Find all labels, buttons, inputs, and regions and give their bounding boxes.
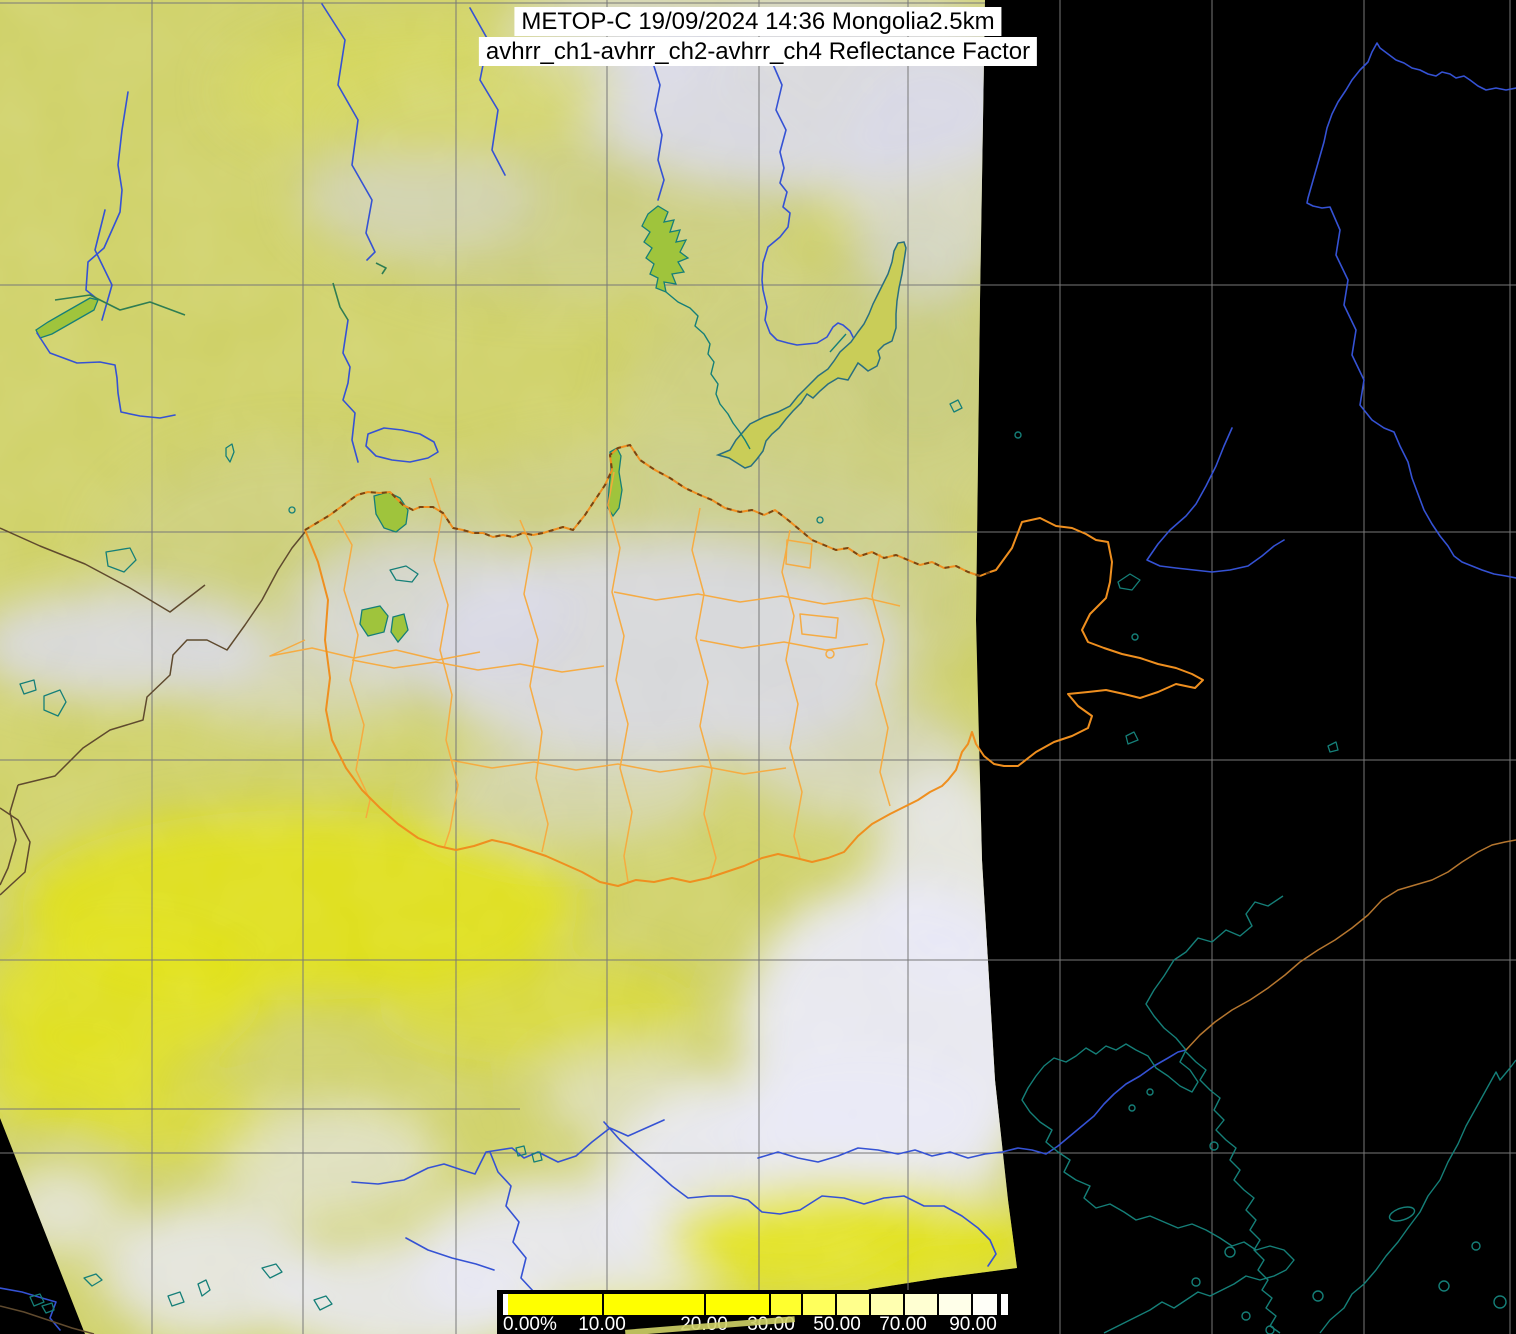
lake-baikal	[715, 241, 907, 469]
green-rivers	[54, 262, 387, 321]
lake-small-west-1	[359, 605, 389, 637]
jeju-island	[1388, 1206, 1416, 1222]
lake-small-west-2	[390, 613, 409, 644]
angara-river	[665, 291, 751, 450]
border-china-northkorea	[1185, 839, 1516, 1051]
onon-river	[1146, 427, 1285, 573]
legend-tick-label: 10.00	[578, 1314, 626, 1334]
amur-river	[1306, 42, 1516, 579]
legend-tick-label: 90.00	[949, 1314, 997, 1334]
legend-colorbar	[503, 1294, 1008, 1315]
legend-tick-label: 50.00	[813, 1314, 861, 1334]
mongolia-province-borders	[269, 471, 901, 883]
legend-color-segment	[905, 1294, 937, 1315]
lakes	[35, 205, 907, 644]
korea-east-coast	[1319, 1059, 1516, 1334]
bratsk-reservoir	[641, 205, 690, 294]
image-title: METOP-C 19/09/2024 14:36 Mongolia2.5km	[514, 7, 1002, 36]
legend-tick-label: 0.00%	[503, 1314, 557, 1334]
legend-color-segment	[771, 1294, 801, 1315]
image-subtitle: avhrr_ch1-avhrr_ch2-avhrr_ch4 Reflectanc…	[478, 37, 1038, 66]
legend-color-segment	[706, 1294, 769, 1315]
legend-color-segment	[871, 1294, 903, 1315]
border-kazakhstan-china	[0, 807, 31, 896]
legend-color-segment	[508, 1294, 602, 1315]
bohai-coastline	[1021, 895, 1295, 1334]
legend-color-segment	[939, 1294, 971, 1315]
legend-color-segment	[973, 1294, 997, 1315]
lake-uvs	[365, 427, 439, 463]
legend-tick-label: 70.00	[879, 1314, 927, 1334]
border-russia-kazakhstan	[17, 531, 306, 786]
legend-color-segment	[837, 1294, 869, 1315]
selenga-river	[761, 61, 854, 346]
legend-color-segment	[803, 1294, 835, 1315]
legend-color-segment	[1001, 1294, 1008, 1315]
coastlines	[19, 291, 1516, 1334]
yalu-river	[757, 1049, 1187, 1163]
foreign-borders	[0, 527, 306, 1334]
korea-west-coast	[1185, 1051, 1281, 1334]
legend-color-segment	[604, 1294, 704, 1315]
mongolia-border	[304, 443, 1204, 887]
reservoir-northwest	[35, 297, 99, 339]
legend-color-segment	[503, 1294, 508, 1315]
